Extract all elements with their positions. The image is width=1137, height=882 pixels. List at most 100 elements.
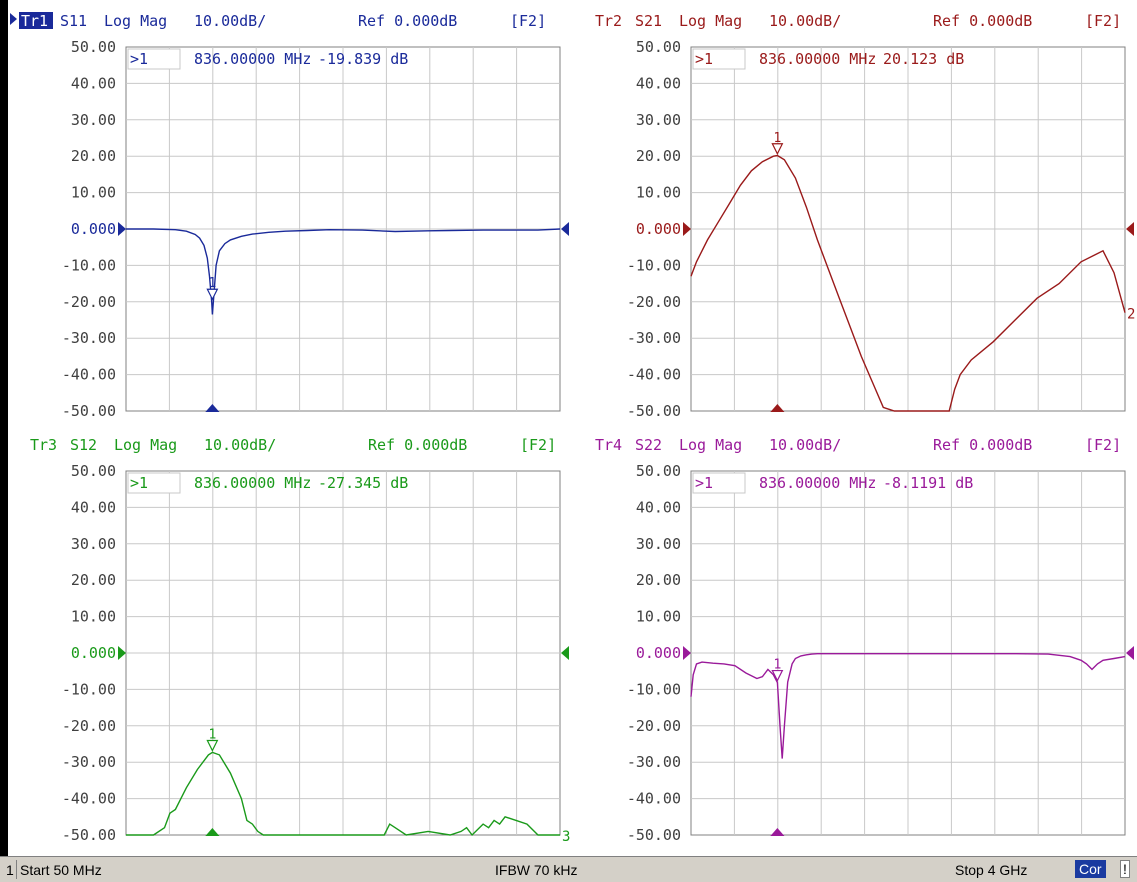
- trace-header-4: [F2]: [1085, 436, 1121, 454]
- stimulus-marker-icon: [770, 828, 785, 836]
- y-tick-label: 40.00: [636, 74, 681, 92]
- trace-line: [690, 652, 1126, 759]
- marker-label: 1: [208, 276, 216, 291]
- y-tick-label: 20.00: [636, 147, 681, 165]
- y-tick-label: 30.00: [636, 535, 681, 553]
- correction-badge[interactable]: Cor: [1075, 860, 1106, 878]
- trace-header-4: [F2]: [510, 12, 546, 30]
- trace-header-1: Log Mag: [104, 12, 167, 30]
- marker-frequency: 836.00000 MHz: [759, 50, 876, 68]
- y-tick-label: -10.00: [627, 680, 681, 698]
- y-tick-label: -30.00: [627, 753, 681, 771]
- y-tick-label: 20.00: [636, 571, 681, 589]
- ref-level-right-arrow-icon: [561, 222, 569, 236]
- ref-level-left-arrow-icon: [118, 646, 126, 660]
- y-tick-label: 10.00: [636, 184, 681, 202]
- trace-header-1: Log Mag: [679, 436, 742, 454]
- ref-level-left-arrow-icon: [683, 646, 691, 660]
- y-tick-label: 50.00: [636, 38, 681, 56]
- trace-header-1: Log Mag: [114, 436, 177, 454]
- y-tick-label: 30.00: [71, 535, 116, 553]
- y-tick-label: 20.00: [71, 147, 116, 165]
- stimulus-marker-icon: [770, 404, 785, 412]
- trace-header-2: 10.00dB/: [769, 12, 841, 30]
- marker-frequency: 836.00000 MHz: [194, 50, 311, 68]
- channel-number[interactable]: 1: [6, 862, 14, 878]
- trace-header-4: [F2]: [520, 436, 556, 454]
- start-frequency[interactable]: Start 50 MHz: [20, 862, 102, 878]
- if-bandwidth[interactable]: IFBW 70 kHz: [495, 862, 578, 878]
- y-tick-label: 50.00: [71, 38, 116, 56]
- trace-header-2: 10.00dB/: [204, 436, 276, 454]
- y-tick-label: 50.00: [636, 462, 681, 480]
- trace-panel-3: Tr3 S12 Log Mag 10.00dB/Ref 0.000dB [F2] 50.0…: [30, 436, 570, 845]
- marker-1-icon: [771, 143, 784, 156]
- y-tick-label: -40.00: [627, 790, 681, 808]
- trace-id: Tr4: [595, 436, 622, 454]
- y-tick-label: -20.00: [62, 293, 116, 311]
- marker-value: -27.345 dB: [318, 474, 408, 492]
- y-tick-label: 10.00: [71, 608, 116, 626]
- marker-label: 1: [773, 131, 781, 146]
- trace-header-1: Log Mag: [679, 12, 742, 30]
- y-tick-label: 10.00: [71, 184, 116, 202]
- status-bar: 1 Start 50 MHz IFBW 70 kHz Stop 4 GHz Co…: [0, 856, 1137, 882]
- y-tick-label: 30.00: [636, 111, 681, 129]
- marker-value: -19.839 dB: [318, 50, 408, 68]
- trace-header-2: 10.00dB/: [769, 436, 841, 454]
- trace-header-0: S22: [635, 436, 662, 454]
- ref-level-right-arrow-icon: [561, 646, 569, 660]
- trace-id: Tr3: [30, 436, 57, 454]
- y-tick-label: 0.000: [71, 644, 116, 662]
- marker-value: 20.123 dB: [883, 50, 964, 68]
- trace-line: [126, 751, 560, 837]
- y-tick-label: -40.00: [62, 790, 116, 808]
- alert-indicator[interactable]: !: [1120, 860, 1130, 878]
- y-tick-label: -50.00: [627, 402, 681, 420]
- marker-frequency: 836.00000 MHz: [194, 474, 311, 492]
- marker-label: 1: [208, 728, 216, 743]
- trace-line: [126, 228, 561, 315]
- status-separator: [16, 860, 17, 879]
- ref-level-left-arrow-icon: [683, 222, 691, 236]
- trace-id: Tr2: [595, 12, 622, 30]
- active-trace-highlight: [19, 12, 53, 29]
- y-tick-label: -10.00: [62, 680, 116, 698]
- y-tick-label: 40.00: [71, 74, 116, 92]
- ref-level-left-arrow-icon: [118, 222, 126, 236]
- left-edge-bar: [0, 0, 8, 882]
- trace-header-0: S21: [635, 12, 662, 30]
- y-tick-label: 10.00: [636, 608, 681, 626]
- y-tick-label: -20.00: [627, 717, 681, 735]
- y-tick-label: -30.00: [62, 753, 116, 771]
- trace-panel-4: Tr4 S22 Log Mag 10.00dB/Ref 0.000dB [F2] 50.0…: [595, 436, 1134, 844]
- marker-index: >1: [130, 474, 148, 492]
- marker-1-icon: [771, 669, 784, 682]
- stimulus-marker-icon: [205, 404, 220, 412]
- trace-header-3: Ref 0.000dB: [358, 12, 457, 30]
- marker-1-icon: [206, 739, 219, 752]
- marker-index: >1: [695, 474, 713, 492]
- ref-level-right-arrow-icon: [1126, 646, 1134, 660]
- stop-frequency[interactable]: Stop 4 GHz: [955, 862, 1028, 878]
- y-tick-label: -10.00: [62, 256, 116, 274]
- ref-level-right-arrow-icon: [1126, 222, 1134, 236]
- trace-header-0: S11: [60, 12, 87, 30]
- trace-panel-1: Tr1 S11 Log Mag 10.00dB/Ref 0.000dB [F2] 50.0…: [10, 12, 569, 420]
- y-tick-label: -10.00: [627, 256, 681, 274]
- trace-header-3: Ref 0.000dB: [933, 12, 1032, 30]
- y-tick-label: -50.00: [627, 826, 681, 844]
- active-trace-indicator-icon: [10, 13, 17, 25]
- trace-header-2: 10.00dB/: [194, 12, 266, 30]
- marker-index-box: [127, 472, 181, 494]
- y-tick-label: -40.00: [62, 366, 116, 384]
- marker-index: >1: [695, 50, 713, 68]
- y-tick-label: -50.00: [62, 402, 116, 420]
- trace-header-3: Ref 0.000dB: [368, 436, 467, 454]
- trace-header-4: [F2]: [1085, 12, 1121, 30]
- marker-label: 1: [773, 658, 781, 673]
- trace-panel-2: Tr2 S21 Log Mag 10.00dB/Ref 0.000dB [F2] 50.0…: [595, 12, 1135, 420]
- y-tick-label: -30.00: [627, 329, 681, 347]
- y-tick-label: 50.00: [71, 462, 116, 480]
- y-tick-label: -40.00: [627, 366, 681, 384]
